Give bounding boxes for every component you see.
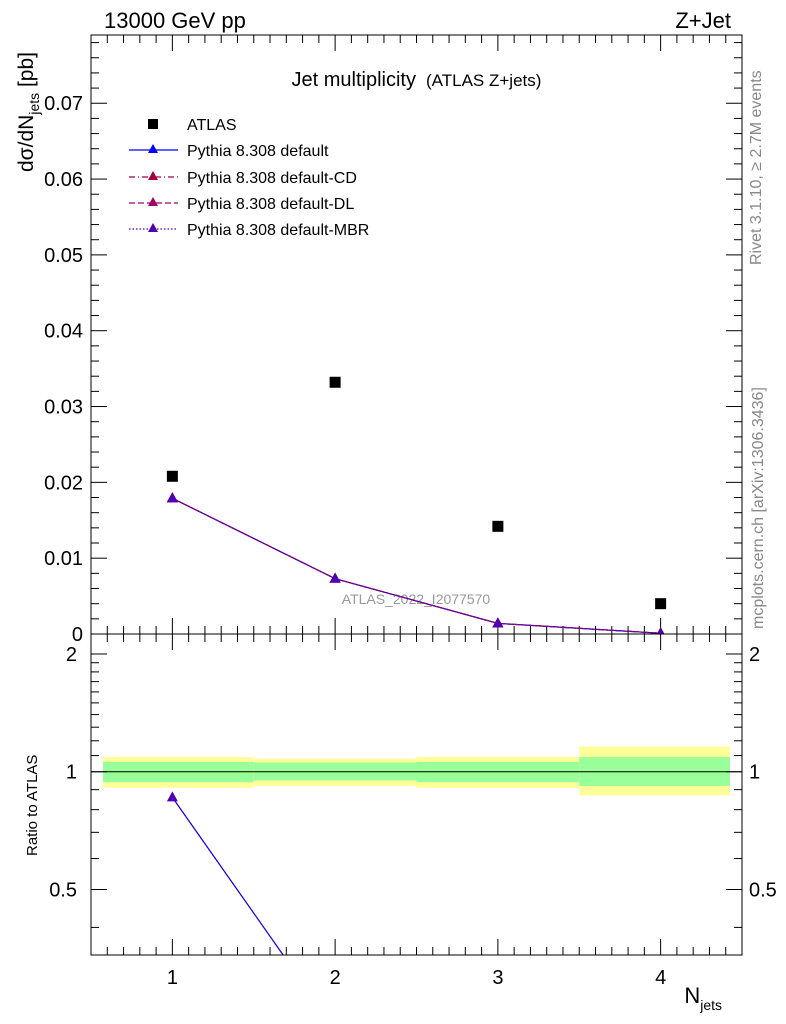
atlas-data-point bbox=[166, 470, 178, 482]
legend: ATLAS Pythia 8.308 default Pythia 8.308 … bbox=[129, 117, 369, 239]
main-y-axis-title-unit: [pb] bbox=[15, 52, 38, 93]
mc-series-line-2 bbox=[172, 497, 661, 634]
legend-entry-dl: Pythia 8.308 default-DL bbox=[129, 196, 354, 213]
ratio-panel: 0.5 0.5 1 1 2 2 1 2 3 4 Ratio to ATLAS Njets bbox=[24, 633, 777, 1013]
legend-entry-default: Pythia 8.308 default bbox=[129, 143, 329, 160]
main-panel: 0 0.01 0.02 0.03 0.04 0.05 0.06 0.07 Jet multip… bbox=[15, 34, 743, 646]
atlas-data-point bbox=[492, 520, 504, 532]
legend-entry-atlas: ATLAS bbox=[148, 117, 237, 134]
analysis-watermark: ATLAS_2022_I2077570 bbox=[342, 591, 491, 607]
legend-marker-default bbox=[148, 144, 158, 153]
x-tick-label: 2 bbox=[330, 967, 341, 989]
legend-label-dl: Pythia 8.308 default-DL bbox=[187, 196, 354, 213]
atlas-data-point bbox=[329, 376, 341, 388]
ratio-y-tick-label-right: 2 bbox=[749, 644, 760, 666]
x-axis-title: Njets bbox=[684, 983, 722, 1013]
ratio-y-tick-label-right: 0.5 bbox=[749, 879, 777, 901]
ratio-uncertainty-bands bbox=[103, 746, 730, 796]
main-y-axis: 0 0.01 0.02 0.03 0.04 0.05 0.06 0.07 bbox=[44, 42, 742, 646]
legend-label-mbr: Pythia 8.308 default-MBR bbox=[187, 222, 369, 239]
ratio-y-axis-title: Ratio to ATLAS bbox=[24, 755, 41, 856]
mc-series-marker-4 bbox=[492, 617, 504, 628]
legend-entry-mbr: Pythia 8.308 default-MBR bbox=[129, 222, 369, 239]
main-y-tick-label: 0.02 bbox=[44, 472, 83, 494]
ratio-marker bbox=[166, 791, 178, 802]
legend-marker-mbr bbox=[148, 223, 158, 232]
x-axis-title-sub: jets bbox=[699, 997, 722, 1013]
ratio-y-tick-label: 2 bbox=[66, 644, 77, 666]
main-y-tick-label: 0.06 bbox=[44, 169, 83, 191]
x-tick-label: 3 bbox=[492, 967, 503, 989]
main-y-tick-label: 0.01 bbox=[44, 548, 83, 570]
x-tick-label: 1 bbox=[167, 967, 178, 989]
main-series-layer bbox=[166, 376, 667, 634]
ratio-y-tick-label: 1 bbox=[66, 762, 77, 784]
legend-marker-atlas bbox=[148, 119, 158, 129]
main-x-axis-ticks bbox=[106, 35, 727, 634]
mc-series-marker-4 bbox=[656, 627, 665, 634]
main-y-axis-title: dσ/dNjets [pb] bbox=[15, 52, 42, 172]
x-axis-title-main: N bbox=[684, 983, 700, 1008]
legend-entry-cd: Pythia 8.308 default-CD bbox=[129, 170, 357, 187]
chart-subtitle: (ATLAS Z+jets) bbox=[426, 71, 541, 90]
legend-marker-cd bbox=[148, 171, 158, 180]
header-energy-label: 13000 GeV pp bbox=[104, 8, 246, 33]
main-y-axis-title-sub: jets bbox=[26, 93, 42, 116]
atlas-data-point bbox=[655, 598, 667, 610]
x-tick-label: 4 bbox=[655, 967, 666, 989]
mc-series-marker-4 bbox=[166, 492, 178, 503]
main-y-tick-label: 0.03 bbox=[44, 397, 83, 419]
legend-label-cd: Pythia 8.308 default-CD bbox=[187, 170, 357, 187]
main-y-tick-label: 0.04 bbox=[44, 321, 83, 343]
legend-label-default: Pythia 8.308 default bbox=[187, 143, 329, 160]
header-process-label: Z+Jet bbox=[675, 8, 731, 33]
ratio-line-default bbox=[171, 797, 284, 955]
ratio-x-axis: 1 2 3 4 bbox=[106, 634, 727, 989]
mcplots-label: mcplots.cern.ch [arXiv:1306.3436] bbox=[750, 387, 767, 629]
ratio-series-layer bbox=[166, 791, 284, 955]
ratio-y-tick-label-right: 1 bbox=[749, 762, 760, 784]
mc-series-line-4 bbox=[172, 497, 661, 634]
legend-marker-dl bbox=[148, 197, 158, 206]
mc-series-line-1 bbox=[172, 497, 661, 634]
main-y-axis-title-main: dσ/dN bbox=[15, 115, 38, 172]
main-y-tick-label: 0 bbox=[72, 624, 83, 646]
chart-title: Jet multiplicity bbox=[292, 69, 416, 91]
ratio-y-axis: 0.5 0.5 1 1 2 2 bbox=[49, 644, 777, 928]
mc-series-marker-4 bbox=[329, 572, 341, 583]
rivet-version-label: Rivet 3.1.10, ≥ 2.7M events bbox=[748, 70, 765, 265]
ratio-y-tick-label: 0.5 bbox=[49, 879, 77, 901]
main-y-tick-label: 0.07 bbox=[44, 93, 83, 115]
mc-series-line-3 bbox=[172, 497, 661, 634]
main-y-tick-label: 0.05 bbox=[44, 245, 83, 267]
legend-label-atlas: ATLAS bbox=[187, 117, 237, 134]
